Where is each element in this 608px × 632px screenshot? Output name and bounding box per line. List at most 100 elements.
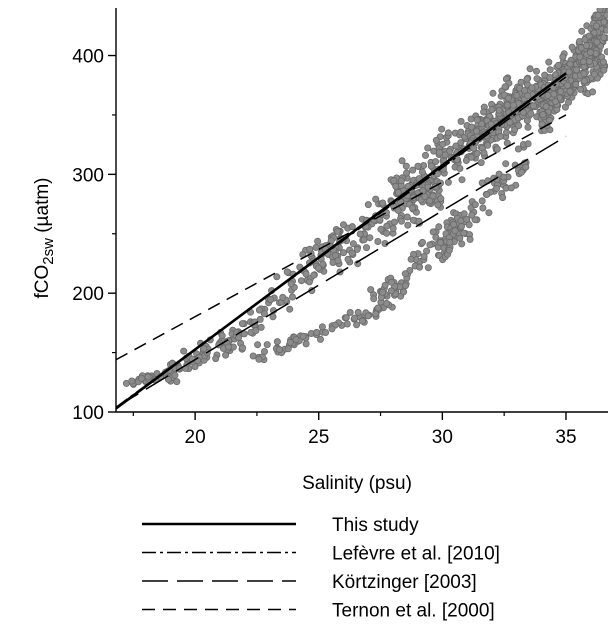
data-point bbox=[524, 92, 532, 100]
data-point bbox=[533, 75, 541, 83]
scatter-points bbox=[122, 8, 608, 388]
data-point bbox=[310, 271, 318, 279]
data-point bbox=[397, 217, 405, 225]
data-point bbox=[495, 106, 503, 114]
data-point bbox=[473, 116, 481, 124]
x-axis-title: Salinity (psu) bbox=[302, 473, 412, 494]
data-point bbox=[402, 162, 410, 170]
x-tick-label: 35 bbox=[555, 427, 576, 448]
data-point bbox=[392, 182, 400, 190]
data-point bbox=[299, 332, 307, 340]
data-point bbox=[573, 66, 581, 74]
data-point bbox=[524, 123, 532, 131]
data-point bbox=[346, 308, 354, 316]
data-point bbox=[344, 255, 352, 263]
data-point bbox=[305, 278, 313, 286]
data-point bbox=[342, 314, 350, 322]
data-point bbox=[144, 373, 152, 381]
data-point bbox=[313, 328, 321, 336]
data-point bbox=[138, 374, 146, 382]
y-tick-label: 100 bbox=[72, 403, 104, 424]
data-point bbox=[416, 263, 424, 271]
data-point bbox=[603, 26, 608, 34]
data-point bbox=[582, 42, 590, 50]
data-point bbox=[603, 48, 608, 56]
data-point bbox=[506, 118, 514, 126]
data-point bbox=[358, 317, 366, 325]
data-point bbox=[314, 237, 322, 245]
data-point bbox=[349, 240, 357, 248]
data-point bbox=[180, 347, 188, 355]
data-point bbox=[493, 145, 501, 153]
data-point bbox=[483, 190, 491, 198]
data-point bbox=[487, 120, 495, 128]
data-point bbox=[254, 341, 262, 349]
data-point bbox=[578, 27, 586, 35]
data-point bbox=[319, 260, 327, 268]
data-point bbox=[518, 168, 526, 176]
data-point bbox=[353, 321, 361, 329]
data-point bbox=[456, 164, 464, 172]
data-point bbox=[432, 158, 440, 166]
data-point bbox=[418, 238, 426, 246]
fit-lines bbox=[116, 72, 567, 410]
fit-line-2 bbox=[116, 76, 567, 408]
data-point bbox=[527, 110, 535, 118]
data-point bbox=[500, 173, 508, 181]
data-point bbox=[589, 88, 597, 96]
data-point bbox=[424, 144, 432, 152]
data-point bbox=[292, 335, 300, 343]
data-point bbox=[424, 264, 432, 272]
data-point bbox=[565, 98, 573, 106]
data-point bbox=[327, 237, 335, 245]
data-point bbox=[435, 223, 443, 231]
data-point bbox=[432, 136, 440, 144]
data-point bbox=[288, 293, 296, 301]
data-point bbox=[381, 281, 389, 289]
data-point bbox=[523, 117, 531, 125]
y-axis-title-unit: (µatm) bbox=[32, 177, 53, 238]
data-point bbox=[430, 147, 438, 155]
data-point bbox=[249, 352, 257, 360]
data-point bbox=[489, 89, 497, 97]
fit-line-3 bbox=[116, 135, 567, 408]
data-point bbox=[387, 278, 395, 286]
data-point bbox=[467, 153, 475, 161]
data-point bbox=[238, 320, 246, 328]
data-point bbox=[348, 223, 356, 231]
data-point bbox=[286, 338, 294, 346]
data-point bbox=[501, 83, 509, 91]
data-point bbox=[551, 98, 559, 106]
data-point bbox=[479, 204, 487, 212]
data-point bbox=[539, 111, 547, 119]
data-point bbox=[429, 192, 437, 200]
data-point bbox=[600, 34, 608, 42]
data-point bbox=[397, 177, 405, 185]
data-point bbox=[438, 125, 446, 133]
data-point bbox=[480, 149, 488, 157]
fit-line-1 bbox=[116, 72, 567, 410]
data-point bbox=[316, 335, 324, 343]
data-point bbox=[467, 123, 475, 131]
data-point bbox=[377, 225, 385, 233]
data-point bbox=[488, 106, 496, 114]
data-point bbox=[128, 377, 136, 385]
data-point bbox=[360, 236, 368, 244]
data-point bbox=[374, 304, 382, 312]
data-point bbox=[599, 8, 605, 10]
data-point bbox=[452, 142, 460, 150]
data-point bbox=[523, 75, 531, 83]
data-point bbox=[466, 235, 474, 243]
data-point bbox=[593, 38, 601, 46]
data-point bbox=[419, 187, 427, 195]
data-point bbox=[398, 157, 406, 165]
data-point bbox=[418, 168, 426, 176]
data-point bbox=[457, 222, 465, 230]
data-point bbox=[348, 249, 356, 257]
data-point bbox=[420, 252, 428, 260]
data-point bbox=[382, 299, 390, 307]
data-point bbox=[528, 84, 536, 92]
data-point bbox=[364, 201, 372, 209]
data-point bbox=[372, 310, 380, 318]
data-point bbox=[450, 220, 458, 228]
